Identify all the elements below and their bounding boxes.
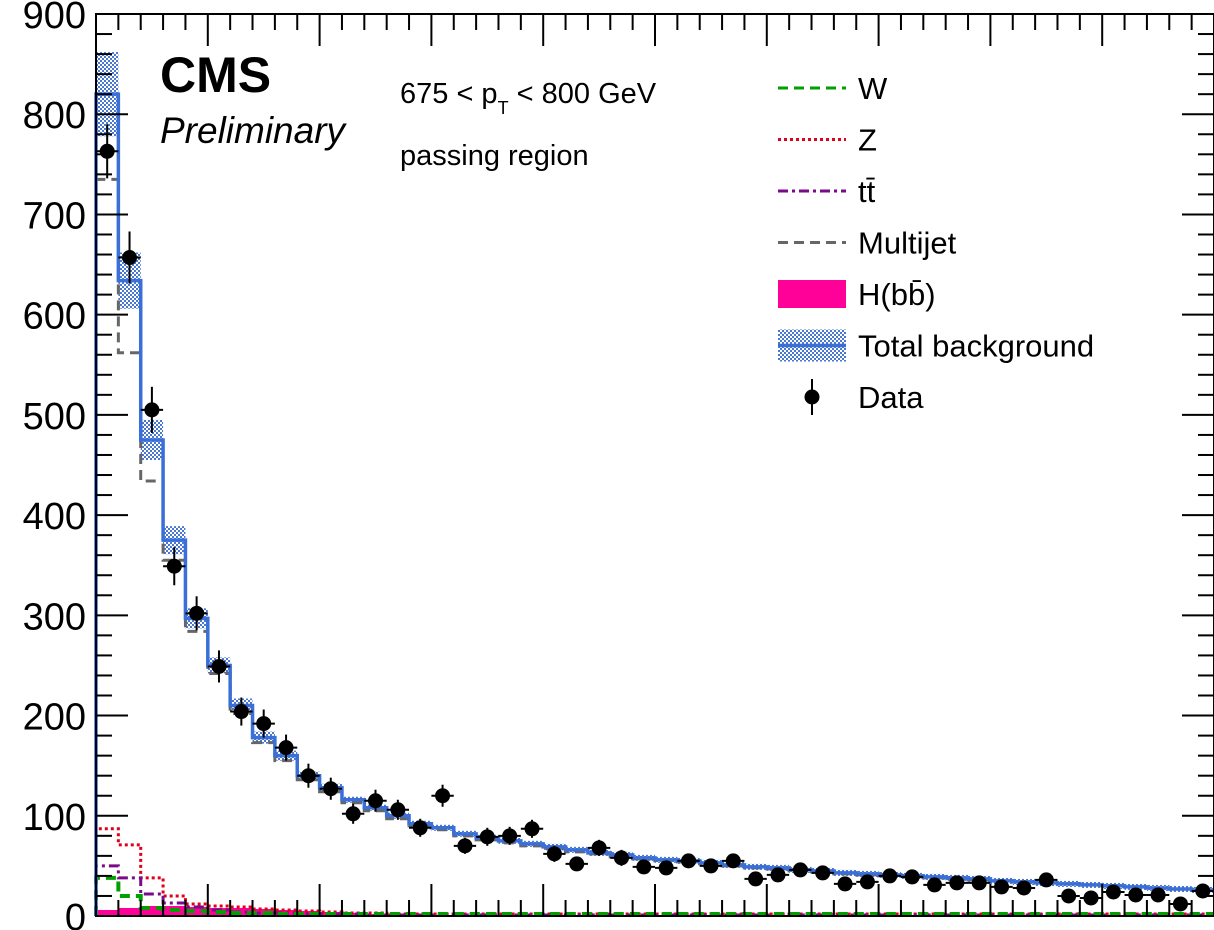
- hbb-bin: [118, 907, 141, 916]
- data-point: [140, 386, 164, 433]
- y-tick-label: 100: [23, 797, 86, 839]
- y-tick-label: 600: [23, 296, 86, 338]
- w-line: [94, 875, 1214, 916]
- data-point: [252, 709, 275, 738]
- legend-label: tt̄: [858, 174, 876, 209]
- data-point: [431, 784, 454, 807]
- legend-label: Multijet: [858, 226, 957, 261]
- legend-swatch: [778, 280, 846, 308]
- data-point: [587, 839, 611, 856]
- hbb-bin: [230, 907, 253, 916]
- data-point: [1169, 896, 1192, 912]
- cms-label: CMS: [160, 47, 271, 103]
- y-tick-label: 500: [23, 396, 86, 438]
- legend-item-z: Z: [778, 123, 877, 158]
- legend-item-w: W: [778, 71, 888, 106]
- data-point: [655, 860, 678, 876]
- data-point: [319, 777, 342, 800]
- axis-ticks: [95, 13, 1214, 917]
- data-point: [789, 862, 812, 878]
- data-point: [856, 874, 879, 890]
- y-tick-label: 900: [23, 0, 86, 37]
- data-point: [476, 827, 499, 846]
- y-tick-label: 400: [23, 496, 86, 538]
- data-point: [990, 879, 1013, 895]
- data-point: [945, 875, 969, 891]
- legend-label: H(bb̄): [858, 277, 936, 312]
- data-point: [968, 875, 991, 891]
- region-label: passing region: [400, 140, 589, 172]
- hbb-bin: [96, 909, 119, 916]
- data-point: [744, 871, 767, 887]
- data-point: [610, 849, 633, 866]
- data-point: [900, 869, 924, 885]
- data-point: [1035, 872, 1058, 888]
- y-tick-label: 300: [23, 596, 86, 638]
- data-point: [409, 818, 432, 837]
- legend-item-data: Data: [804, 379, 924, 415]
- legend-label: W: [858, 71, 888, 106]
- data-point: [1124, 887, 1147, 903]
- data-point: [1191, 883, 1214, 899]
- data-point: [520, 819, 544, 838]
- data-point: [498, 826, 521, 845]
- total-line: [94, 92, 1214, 916]
- data-point: [699, 858, 723, 874]
- data-point: [1146, 887, 1170, 903]
- data-point: [565, 856, 588, 872]
- hbb-bin: [140, 905, 164, 916]
- legend-label: Data: [858, 380, 924, 415]
- y-tick-label: 200: [23, 697, 86, 739]
- legend-item-ttbar: tt̄: [778, 174, 876, 209]
- data-point: [543, 845, 566, 862]
- multijet-line: [94, 177, 1214, 916]
- hbb-bin: [185, 906, 208, 916]
- data-point: [118, 231, 141, 284]
- pt-range-label: 675 < pT < 800 GeV: [400, 78, 657, 118]
- hbb-bin: [341, 912, 365, 916]
- data-point: [1079, 890, 1103, 906]
- data-series: [96, 124, 1214, 912]
- preliminary-label: Preliminary: [160, 110, 348, 151]
- legend-swatch: [804, 389, 820, 405]
- background-series-lines: [94, 92, 1214, 917]
- data-point: [341, 803, 365, 824]
- total-background-uncertainty-band: [96, 52, 1214, 893]
- legend-item-multijet: Multijet: [778, 226, 957, 261]
- legend-label: Total background: [858, 329, 1094, 364]
- y-tick-label: 0: [65, 897, 86, 930]
- data-point: [833, 876, 857, 892]
- data-point: [1057, 888, 1080, 904]
- data-point: [207, 650, 231, 683]
- data-point: [274, 734, 298, 761]
- data-point: [163, 547, 186, 586]
- data-point: [677, 853, 700, 869]
- y-tick-labels: 0 100 200 300 400 500 600 700 800 900: [23, 0, 86, 930]
- data-point: [632, 859, 655, 875]
- data-point: [386, 799, 410, 820]
- data-point: [878, 868, 901, 884]
- data-point: [923, 877, 946, 893]
- data-point: [766, 867, 790, 883]
- legend-item-total: Total background: [778, 329, 1094, 364]
- legend-label: Z: [858, 123, 877, 158]
- y-tick-label: 800: [23, 95, 86, 137]
- data-point: [230, 697, 253, 726]
- data-point: [185, 596, 208, 631]
- legend-item-hbb: H(bb̄): [778, 277, 936, 312]
- data-point: [811, 865, 834, 881]
- data-point: [297, 763, 320, 788]
- data-point: [1102, 884, 1125, 900]
- data-point: [364, 789, 387, 812]
- data-point: [1012, 880, 1036, 896]
- y-tick-label: 700: [23, 195, 86, 237]
- data-point: [722, 853, 745, 869]
- data-point: [453, 837, 477, 854]
- annotations: CMS Preliminary 675 < pT < 800 GeV passi…: [160, 47, 657, 172]
